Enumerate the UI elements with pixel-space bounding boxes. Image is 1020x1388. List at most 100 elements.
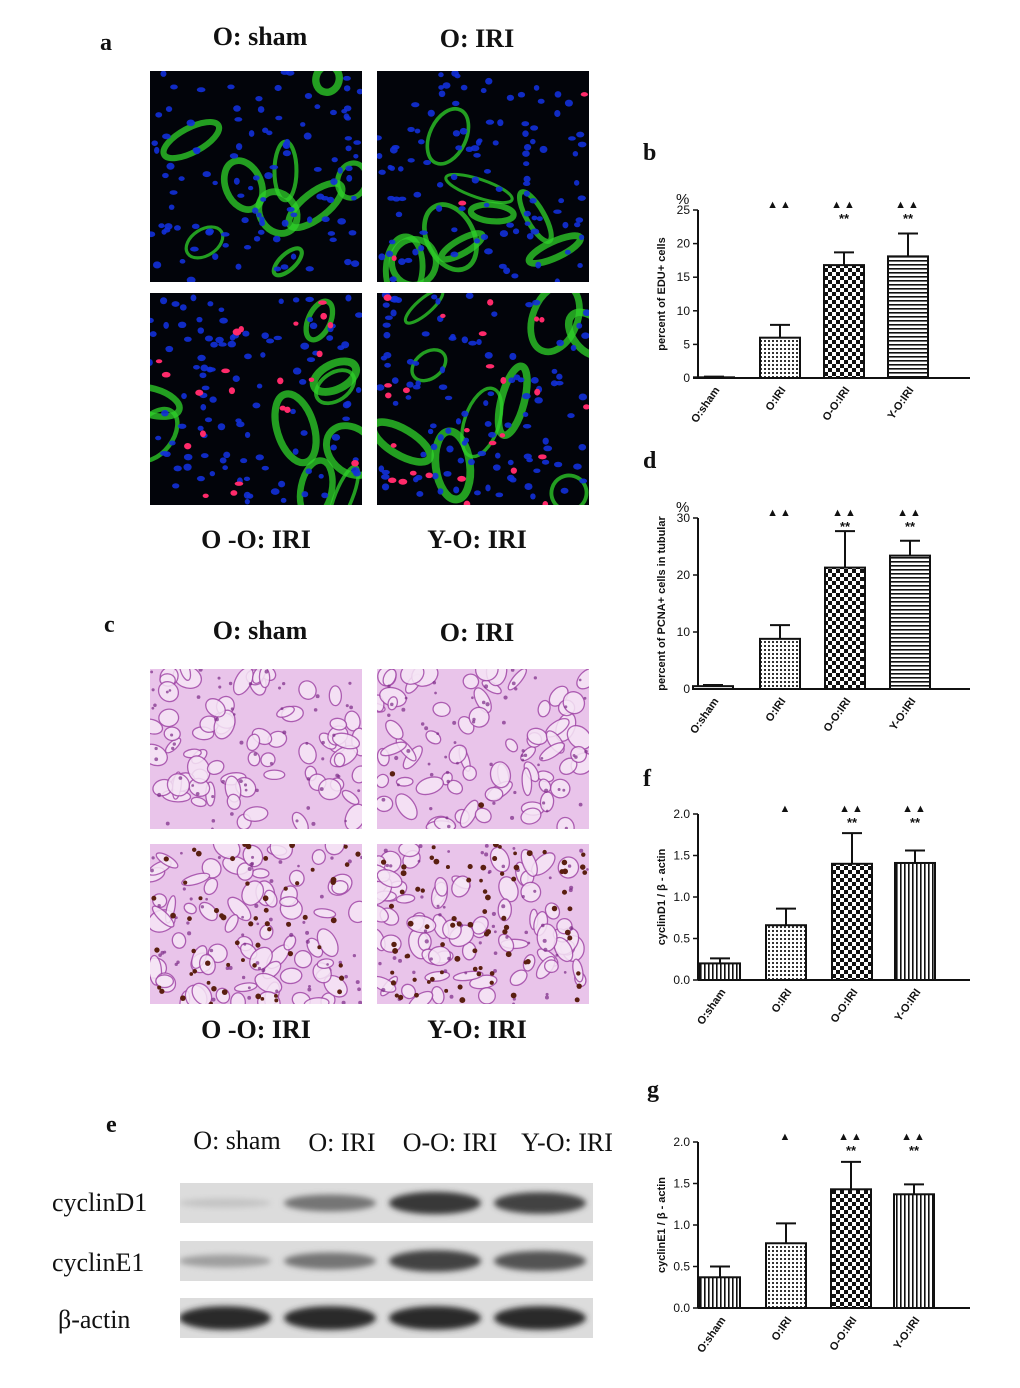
bar: [887, 255, 929, 379]
fluorescence-image-o-o-iri: [150, 293, 362, 505]
bar: [759, 637, 801, 690]
panel-letter-e: e: [106, 1112, 117, 1138]
x-tick-label: Y-O:IRI: [893, 987, 924, 1024]
bar: [699, 1276, 741, 1309]
significance-stars: **: [846, 1143, 857, 1158]
significance-triangles: ▲: [780, 1131, 793, 1143]
y-tick-label: 10: [677, 304, 691, 318]
bar: [759, 336, 801, 379]
y-axis-label: cyclinD1 / β - actin: [656, 848, 668, 945]
x-tick-label: O:IRI: [764, 696, 789, 724]
significance-triangles: ▲▲: [767, 507, 793, 519]
y-tick-label: 20: [677, 237, 691, 251]
significance-triangles: ▲▲: [901, 1131, 927, 1143]
y-tick-label: 2.0: [673, 807, 690, 821]
chart-pcna-percent: 0 10 20 30 percent of PCNA+ cells in tubular…: [656, 499, 970, 737]
chart-edu-percent: 0 5 10 15 20 25 percent of EDU+ cells% O:sham O:…: [656, 191, 970, 426]
y-tick-label: 0.5: [673, 1260, 690, 1274]
x-tick-label: Y-O:IRI: [886, 385, 917, 422]
wb-lane-label-y-o-iri: Y-O: IRI: [521, 1128, 613, 1157]
y-tick-label: 0.0: [673, 1301, 690, 1315]
x-tick-label: O-O:IRI: [828, 1315, 860, 1353]
caption-a-y-o-iri: Y-O: IRI: [427, 525, 527, 554]
bar: [889, 554, 931, 691]
significance-triangles: ▲▲: [767, 199, 793, 211]
chart-cyclind1-ratio: 0.0 0.5 1.0 1.5 2.0 cyclinD1 / β - actin O:sha…: [656, 803, 970, 1028]
panel-letter-g: g: [647, 1077, 659, 1103]
y-tick-label: 10: [677, 625, 691, 639]
caption-a-sham: O: sham: [212, 22, 308, 51]
x-tick-label: O:IRI: [770, 1315, 795, 1343]
significance-stars: **: [847, 815, 858, 830]
y-tick-label: 1.5: [673, 1177, 690, 1191]
significance-stars: **: [909, 1143, 920, 1158]
panel-letter-a: a: [100, 30, 112, 56]
bar: [699, 962, 741, 981]
x-tick-label: O:sham: [688, 696, 721, 737]
bar: [824, 566, 866, 690]
wb-lane-label-o-o-iri: O-O: IRI: [402, 1128, 498, 1157]
chart-cycline1-ratio: 0.0 0.5 1.0 1.5 2.0 cyclinE1 / β - actin O:sha…: [656, 1131, 970, 1356]
panel-letter-d: d: [643, 448, 657, 474]
blot-strip-cyclind1: [180, 1183, 593, 1223]
bar: [894, 861, 936, 981]
wb-lane-label-iri: O: IRI: [308, 1128, 376, 1157]
y-tick-label: 20: [677, 568, 691, 582]
significance-triangles: ▲▲: [897, 507, 923, 519]
bar: [765, 1242, 807, 1309]
bar: [830, 1188, 872, 1309]
significance-triangles: ▲▲: [832, 507, 858, 519]
significance-triangles: ▲▲: [838, 1131, 864, 1143]
y-axis-label: cyclinE1 / β - actin: [656, 1177, 668, 1273]
y-tick-label: 1.0: [673, 890, 690, 904]
significance-stars: **: [839, 211, 850, 226]
wb-row-label-cycline1: cyclinE1: [52, 1248, 145, 1277]
blot-strip-cycline1: [180, 1241, 593, 1281]
x-tick-label: O:sham: [695, 987, 728, 1028]
significance-triangles: ▲▲: [839, 803, 865, 815]
fluorescence-image-sham: [150, 71, 362, 282]
significance-triangles: ▲: [780, 803, 793, 815]
blot-strip-beta-actin: [180, 1298, 593, 1338]
y-tick-label: 0.0: [673, 973, 690, 987]
y-tick-label: 0: [683, 682, 690, 696]
x-tick-label: O:sham: [689, 385, 722, 426]
wb-row-label-beta-actin: β-actin: [58, 1305, 131, 1334]
x-tick-label: O-O:IRI: [821, 385, 853, 423]
y-axis-label: percent of PCNA+ cells in tubular: [656, 516, 668, 691]
y-tick-label: 30: [677, 511, 691, 525]
wb-row-label-cyclind1: cyclinD1: [52, 1188, 148, 1217]
bar: [831, 862, 873, 981]
y-axis-label: percent of EDU+ cells: [656, 237, 668, 350]
significance-triangles: ▲▲: [895, 199, 921, 211]
caption-a-iri: O: IRI: [439, 24, 515, 53]
wb-lane-label-sham: O: sham: [193, 1126, 281, 1155]
pas-image-iri: [377, 669, 589, 829]
panel-letter-b: b: [643, 140, 657, 166]
significance-stars: **: [910, 815, 921, 830]
pcna-image-o-o-iri: [150, 844, 362, 1004]
significance-stars: **: [905, 519, 916, 534]
fluorescence-image-y-o-iri: [377, 293, 589, 505]
y-tick-label: 15: [677, 270, 691, 284]
significance-stars: **: [840, 519, 851, 534]
bar: [823, 264, 865, 379]
y-tick-label: 25: [677, 203, 691, 217]
fluorescence-image-iri: [377, 71, 589, 282]
y-axis-unit: %: [676, 191, 689, 208]
caption-c-sham: O: sham: [212, 616, 308, 645]
bar: [893, 1193, 935, 1309]
y-tick-label: 0: [683, 371, 690, 385]
panel-letter-f: f: [643, 766, 651, 792]
x-tick-label: O:sham: [695, 1315, 728, 1356]
x-tick-label: Y-O:IRI: [888, 696, 919, 733]
x-tick-label: O-O:IRI: [822, 696, 854, 734]
bar: [692, 685, 734, 690]
x-tick-label: O-O:IRI: [829, 987, 861, 1025]
y-tick-label: 0.5: [673, 932, 690, 946]
bar: [765, 924, 807, 981]
caption-c-iri: O: IRI: [439, 618, 515, 647]
caption-c-y-o-iri: Y-O: IRI: [427, 1015, 527, 1044]
y-axis-unit: %: [676, 499, 689, 516]
y-tick-label: 5: [683, 337, 690, 351]
